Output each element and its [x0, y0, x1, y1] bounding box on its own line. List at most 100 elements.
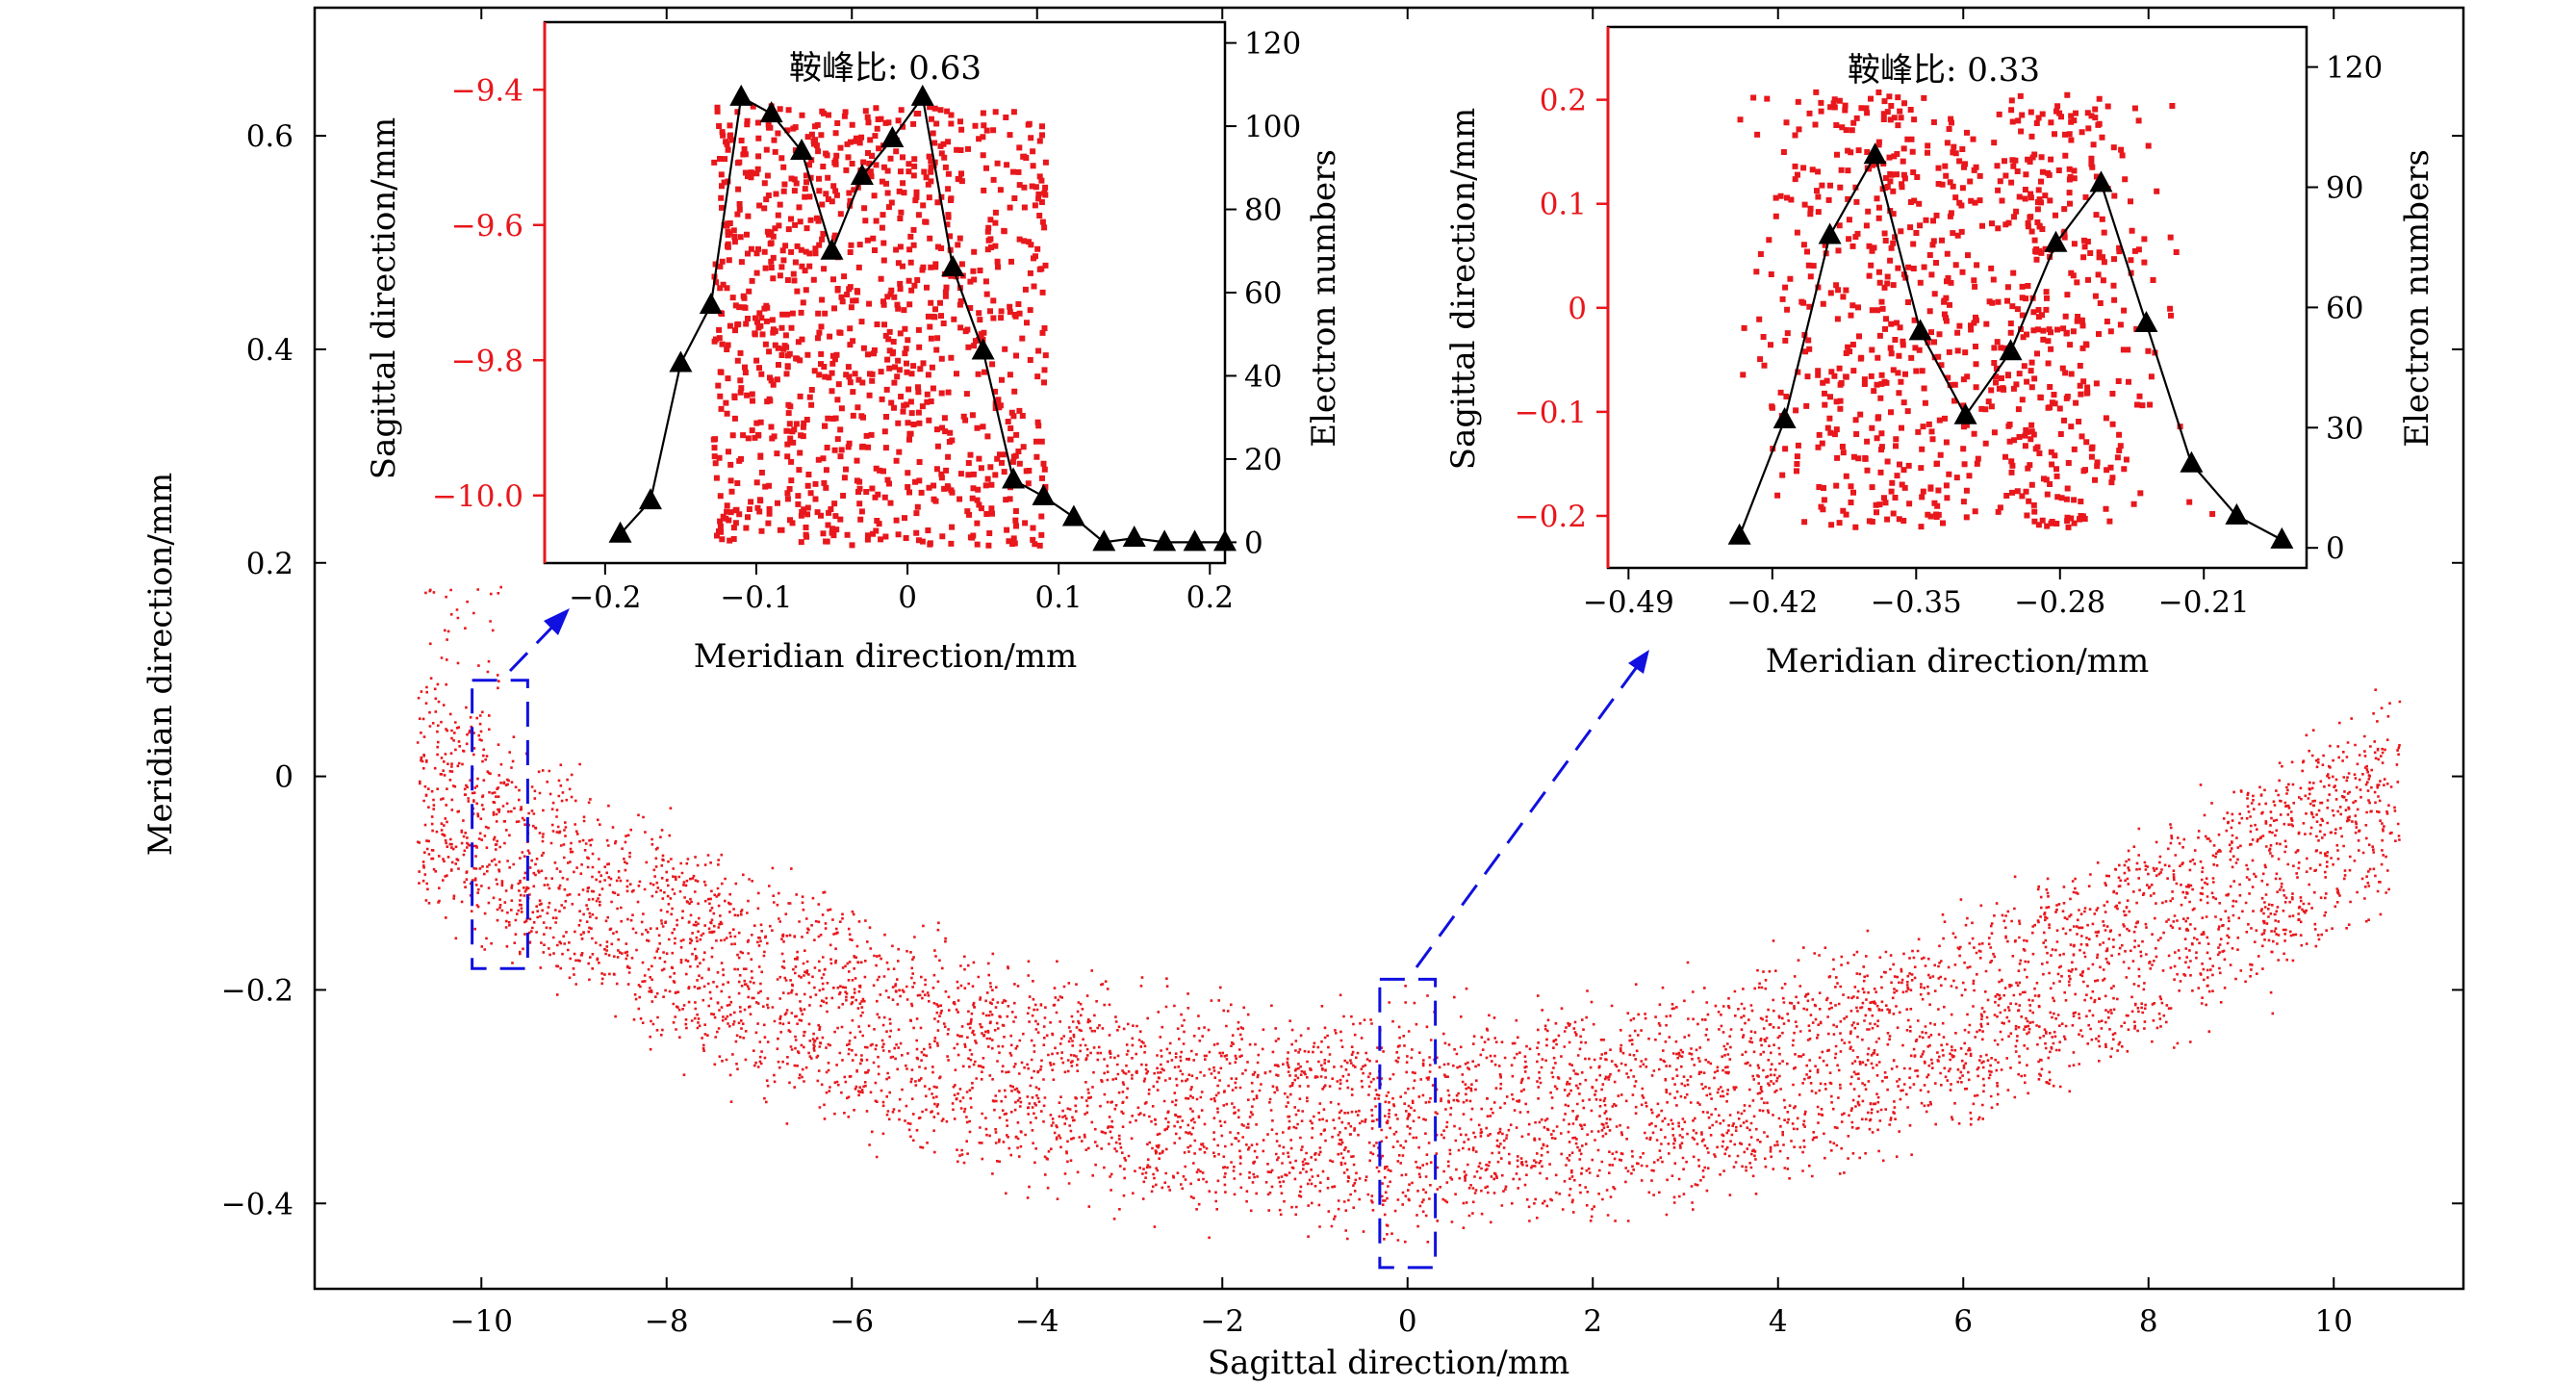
inset-right-y-label: Sagittal direction/mm: [1444, 108, 1483, 470]
main-y-label: Meridian direction/mm: [141, 473, 180, 857]
histogram-marker: [2134, 311, 2158, 333]
inset-y-tick-label: 0: [1568, 292, 1587, 326]
inset-y-tick-label: −0.2: [1515, 500, 1587, 534]
histogram-marker: [1092, 529, 1116, 552]
inset-x-tick-label: −0.42: [1726, 585, 1818, 620]
highlight-boxes: [471, 679, 1438, 1270]
histogram-marker: [759, 101, 783, 123]
inset-y2-tick-label: 0: [2326, 531, 2345, 566]
inset-y-tick-label: 0.1: [1540, 188, 1587, 222]
zoom-arrows: [508, 608, 1649, 968]
main-x-tick-label: 10: [2315, 1304, 2353, 1339]
zoom-arrow-left-head: [544, 608, 570, 635]
histogram-marker: [910, 84, 934, 106]
inset-x-tick-label: −0.35: [1871, 585, 1962, 620]
main-x-tick-label: 6: [1953, 1304, 1973, 1339]
highlight-box-1: [471, 679, 529, 970]
histogram-marker: [1183, 529, 1207, 552]
inset-right-histogram: [1727, 142, 2294, 549]
main-y-tick-label: 0.4: [246, 333, 293, 368]
main-scatter-points: [416, 585, 2402, 1244]
main-y-axis: −0.4 −0.2 0 0.2 0.4 0.6: [221, 119, 2463, 1221]
histogram-marker: [2225, 502, 2249, 525]
histogram-marker: [850, 163, 874, 185]
histogram-marker: [1863, 142, 1887, 165]
histogram-marker: [1999, 339, 2023, 361]
inset-right: −0.49 −0.42 −0.35 −0.28 −0.21 0.2 0.1 0 −0.1 −0.2…: [1444, 25, 2436, 681]
histogram-marker: [1908, 319, 1932, 341]
histogram-marker: [1032, 483, 1056, 505]
inset-right-scatter: [1737, 89, 2216, 530]
histogram-marker: [2089, 170, 2113, 193]
main-x-axis: −10 −8 −6 −4 −2 0 2 4 6 8 10: [450, 8, 2353, 1339]
inset-left-y-label: Sagittal direction/mm: [365, 117, 403, 479]
main-x-tick-label: −2: [1200, 1304, 1244, 1339]
main-scatter-dots: [416, 585, 2402, 1244]
main-y-tick-label: −0.2: [221, 973, 293, 1008]
inset-left-histogram: [608, 84, 1237, 552]
inset-y-tick-label: −10.0: [432, 479, 523, 514]
inset-x-tick-label: 0: [898, 580, 917, 615]
main-plot: −10 −8 −6 −4 −2 0 2 4 6 8 10 −0.4 −0.2 0 0.2 0.4 0.6 Sa…: [141, 6, 2465, 1382]
histogram-marker: [2044, 230, 2068, 252]
main-x-label: Sagittal direction/mm: [1208, 1344, 1569, 1382]
inset-y2-tick-label: 120: [2326, 51, 2383, 86]
inset-y2-tick-label: 100: [1244, 110, 1301, 144]
histogram-marker: [1727, 523, 1751, 545]
inset-y2-tick-label: 60: [2326, 291, 2363, 325]
highlight-box-2: [1378, 977, 1438, 1270]
histogram-marker: [1002, 467, 1026, 489]
histogram-marker: [1953, 402, 1977, 424]
inset-y2-tick-label: 40: [1244, 359, 1282, 394]
histogram-marker: [1061, 504, 1085, 527]
inset-x-tick-label: −0.2: [569, 580, 641, 615]
histogram-marker: [1122, 526, 1146, 548]
inset-left-axes: −0.2 −0.1 0 0.1 0.2 −9.4 −9.6 −9.8 −10.0 0 20 40 60 8…: [432, 27, 1301, 615]
main-x-tick-label: 8: [2139, 1304, 2158, 1339]
main-y-tick-label: 0.2: [246, 547, 293, 581]
histogram-marker: [941, 255, 965, 277]
inset-left-scatter: [710, 103, 1049, 549]
main-y-tick-label: 0: [274, 760, 293, 795]
main-plot-frame: [313, 6, 2465, 1291]
inset-x-tick-label: −0.49: [1583, 585, 1674, 620]
main-x-tick-label: 2: [1583, 1304, 1602, 1339]
main-x-tick-label: −10: [450, 1304, 513, 1339]
inset-y2-tick-label: 30: [2326, 411, 2363, 446]
inset-x-tick-label: −0.21: [2158, 585, 2250, 620]
histogram-marker: [2270, 527, 2294, 549]
main-x-tick-label: −8: [645, 1304, 689, 1339]
zoom-arrow-right-head: [1628, 650, 1649, 674]
inset-x-tick-label: 0.2: [1186, 580, 1234, 615]
histogram-marker: [880, 126, 905, 148]
main-x-tick-label: 0: [1398, 1304, 1417, 1339]
inset-scatter-dots: [1737, 89, 2216, 530]
histogram-marker: [1818, 222, 1842, 244]
histogram-marker: [638, 488, 662, 510]
inset-y-tick-label: 0.2: [1540, 84, 1587, 118]
inset-right-axes: −0.49 −0.42 −0.35 −0.28 −0.21 0.2 0.1 0 −0.1 −0.2…: [1515, 51, 2383, 620]
inset-right-background: [1608, 27, 2307, 568]
inset-y2-tick-label: 90: [2326, 171, 2363, 206]
inset-y2-tick-label: 60: [1244, 276, 1282, 311]
main-x-tick-label: 4: [1769, 1304, 1788, 1339]
inset-y2-tick-label: 120: [1244, 27, 1301, 62]
inset-y2-tick-label: 20: [1244, 443, 1282, 477]
main-x-tick-label: −4: [1015, 1304, 1059, 1339]
histogram-marker: [699, 292, 723, 314]
zoom-arrow-right: [1415, 659, 1644, 968]
inset-x-tick-label: 0.1: [1035, 580, 1083, 615]
inset-left: −0.2 −0.1 0 0.1 0.2 −9.4 −9.6 −9.8 −10.0 0 20 40 60 8…: [365, 20, 1343, 676]
histogram-marker: [790, 139, 814, 161]
histogram-marker: [2180, 450, 2204, 473]
inset-y-tick-label: −9.4: [451, 73, 523, 108]
inset-x-tick-label: −0.1: [720, 580, 792, 615]
inset-right-title: 鞍峰比: 0.33: [1848, 51, 2040, 90]
inset-right-y2-label: Electron numbers: [2398, 149, 2436, 448]
inset-x-tick-label: −0.28: [2014, 585, 2105, 620]
main-y-tick-label: −0.4: [221, 1187, 293, 1221]
inset-y2-tick-label: 80: [1244, 193, 1282, 228]
histogram-marker: [729, 84, 753, 106]
inset-y-tick-label: −9.8: [451, 344, 523, 378]
